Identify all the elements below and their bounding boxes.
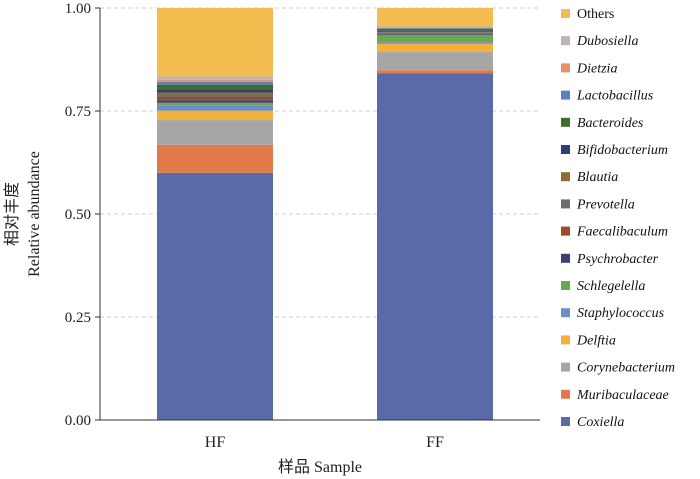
bar-segment-FF-prevotella: [377, 32, 493, 34]
legend-swatch: [561, 199, 570, 209]
x-tick-label-HF: HF: [205, 434, 226, 451]
bars: [157, 8, 493, 421]
bar-segment-FF-others: [377, 8, 493, 27]
legend-item-bacteroides: Bacteroides: [561, 116, 644, 131]
bar-segment-HF-staphylococcus: [157, 105, 273, 111]
legend-label: Bacteroides: [577, 116, 644, 131]
bar-segment-HF-coxiella: [157, 172, 273, 420]
legend-swatch: [561, 63, 570, 73]
legend-label: Corynebacterium: [577, 361, 675, 376]
legend-item-faecalibaculum: Faecalibaculum: [561, 225, 668, 240]
legend-swatch: [561, 281, 570, 290]
y-tick-label-3: 0.75: [65, 104, 91, 120]
bar-segment-HF-prevotella: [157, 94, 273, 97]
bar-segment-HF-delftia: [157, 110, 273, 121]
bar-segment-HF-dubosiella: [157, 76, 273, 80]
bar-segment-FF-schlegelella: [377, 34, 493, 43]
legend-item-muribaculaceae: Muribaculaceae: [561, 388, 669, 403]
legend-swatch: [561, 389, 570, 399]
legend-swatch: [561, 417, 570, 426]
legend-swatch: [561, 90, 570, 100]
legend-label: Others: [577, 7, 614, 22]
legend-label: Faecalibaculum: [576, 225, 668, 240]
legend-swatch: [561, 253, 570, 263]
bar-segment-FF-dubosiella: [377, 26, 493, 28]
y-tick-labels: 0.00 0.25 0.50 0.75 1.00: [65, 1, 100, 429]
bar-segment-HF-psychrobacter: [157, 100, 273, 103]
legend-item-coxiella: Coxiella: [561, 415, 624, 430]
bar-segment-HF-lactobacillus: [157, 81, 273, 85]
legend-label: Schlegelella: [577, 279, 645, 294]
bar-segment-HF-faecalibaculum: [157, 96, 273, 101]
x-axis-title: 样品 Sample: [278, 458, 362, 476]
legend-item-corynebacterium: Corynebacterium: [561, 361, 675, 376]
legend-label: Prevotella: [576, 197, 635, 212]
bar-segment-FF-lactobacillus: [377, 28, 493, 30]
bar-segment-HF-schlegelella: [157, 102, 273, 106]
x-tick-labels: HF FF: [205, 434, 444, 451]
bar-segment-FF-psychrobacter: [377, 33, 493, 35]
bar-segment-FF-delftia: [377, 43, 493, 53]
bar-segment-FF-staphylococcus: [377, 42, 493, 44]
legend-label: Dietzia: [576, 61, 617, 76]
legend-label: Bifidobacterium: [577, 143, 668, 158]
legend-swatch: [561, 172, 570, 182]
legend-label: Muribaculaceae: [576, 388, 669, 403]
bar-segment-FF-corynebacterium: [377, 52, 493, 71]
bar-segment-HF-dietzia: [157, 79, 273, 82]
legend-item-delftia: Delftia: [561, 333, 616, 348]
bar-segment-HF-blautia: [157, 92, 273, 95]
legend-swatch: [561, 226, 570, 236]
bar-segment-FF-muribaculaceae: [377, 70, 493, 74]
bar-segment-FF-blautia: [377, 31, 493, 33]
legend: Others Dubosiella Dietzia Lactobacillus Bact…: [561, 7, 675, 430]
legend-swatch: [561, 335, 570, 345]
legend-label: Staphylococcus: [577, 306, 665, 321]
legend-item-blautia: Blautia: [561, 170, 618, 185]
legend-swatch: [561, 362, 570, 372]
bar-segment-FF-faecalibaculum: [377, 33, 493, 34]
legend-swatch: [561, 117, 570, 127]
legend-swatch: [561, 9, 570, 18]
legend-label: Coxiella: [577, 415, 624, 430]
bar-group-HF: [157, 8, 273, 420]
bar-segment-FF-dietzia: [377, 27, 493, 29]
legend-label: Psychrobacter: [576, 252, 659, 267]
bar-segment-FF-coxiella: [377, 73, 493, 421]
bar-segment-HF-muribaculaceae: [157, 144, 273, 173]
legend-item-lactobacillus: Lactobacillus: [561, 89, 654, 104]
legend-item-dubosiella: Dubosiella: [561, 34, 638, 49]
legend-label: Delftia: [576, 333, 616, 348]
bar-group-FF: [377, 8, 493, 421]
legend-item-schlegelella: Schlegelella: [561, 279, 645, 294]
legend-item-psychrobacter: Psychrobacter: [561, 252, 659, 267]
legend-item-others: Others: [561, 7, 614, 22]
bar-segment-HF-others: [157, 8, 273, 77]
x-tick-label-FF: FF: [426, 434, 444, 451]
legend-swatch: [561, 36, 570, 46]
legend-swatch: [561, 308, 570, 318]
y-tick-label-1: 0.25: [65, 310, 91, 326]
bar-segment-FF-bifidobacterium: [377, 30, 493, 32]
bar-segment-FF-bacteroides: [377, 29, 493, 31]
legend-label: Dubosiella: [576, 34, 638, 49]
legend-label: Lactobacillus: [576, 89, 654, 104]
legend-item-prevotella: Prevotella: [561, 197, 635, 212]
legend-swatch: [561, 145, 570, 154]
legend-label: Blautia: [577, 170, 618, 185]
bar-segment-HF-corynebacterium: [157, 120, 273, 145]
y-axis-title-en: Relative abundance: [26, 151, 43, 277]
legend-item-staphylococcus: Staphylococcus: [561, 306, 665, 321]
y-tick-label-2: 0.50: [65, 207, 91, 223]
bar-segment-HF-bifidobacterium: [157, 89, 273, 93]
legend-item-dietzia: Dietzia: [561, 61, 617, 76]
y-tick-label-4: 1.00: [65, 1, 91, 17]
legend-item-bifidobacterium: Bifidobacterium: [561, 143, 668, 158]
y-tick-label-0: 0.00: [65, 413, 91, 429]
y-axis-title-cn: 相对丰度: [3, 182, 21, 246]
bar-segment-HF-bacteroides: [157, 84, 273, 90]
